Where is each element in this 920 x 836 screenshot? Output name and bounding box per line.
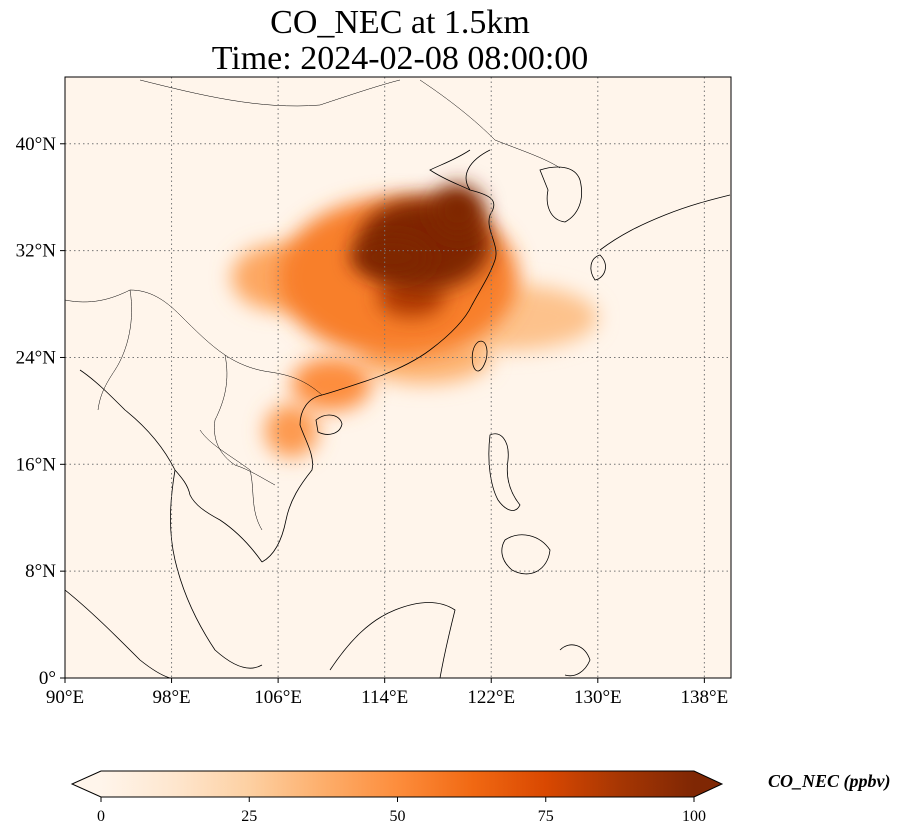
coastline-sumatra xyxy=(65,589,171,678)
co-plume xyxy=(291,357,372,411)
concentration-field xyxy=(231,183,598,458)
border-inland xyxy=(97,289,132,411)
colorbar-tick-label: 25 xyxy=(241,808,257,825)
lon-tick-label: 106°E xyxy=(254,687,302,708)
coastline-china-east xyxy=(321,149,497,396)
lon-tick-label: 130°E xyxy=(574,687,622,708)
coastline-sulawesi xyxy=(559,644,591,677)
co-plume xyxy=(264,404,319,458)
lat-tick-label: 40°N xyxy=(16,134,57,155)
colorbar-label: CO_NEC (ppbv) xyxy=(768,771,891,792)
coastline-malay xyxy=(170,469,263,669)
border-inland xyxy=(65,289,323,396)
gridlines xyxy=(65,77,731,678)
coastline-taiwan xyxy=(471,340,488,372)
border-inland xyxy=(199,429,263,531)
coastline-vietnam xyxy=(261,394,323,563)
coastline-mindanao xyxy=(501,534,551,575)
lon-tick-label: 90°E xyxy=(46,687,84,708)
axis-ticks: 90°E 98°E 106°E 114°E 122°E 130°E 138°E 0° 8°N 16… xyxy=(16,134,729,708)
map-title-line2: Time: 2024-02-08 08:00:00 xyxy=(211,40,589,77)
colorbar-extend-min xyxy=(72,771,101,797)
border-inland xyxy=(419,79,561,169)
co-plume xyxy=(351,237,432,278)
coastline-bohai xyxy=(429,149,471,191)
colorbar-tick-label: 100 xyxy=(682,808,706,825)
lat-tick-label: 16°N xyxy=(16,454,57,475)
lat-tick-label: 24°N xyxy=(16,347,57,368)
coastline-luzon xyxy=(488,433,521,511)
coastlines xyxy=(65,79,731,678)
lat-tick-label: 8°N xyxy=(25,561,56,582)
colorbar-tick-label: 50 xyxy=(390,808,406,825)
lon-tick-label: 122°E xyxy=(467,687,515,708)
lon-tick-label: 138°E xyxy=(681,687,729,708)
colorbar: 0 25 50 75 100 CO_NEC (ppbv) xyxy=(70,770,891,825)
coastline-korea xyxy=(539,166,582,223)
colorbar-gradient xyxy=(101,771,694,797)
lat-tick-label: 0° xyxy=(39,668,56,689)
colorbar-ticks: 0 25 50 75 100 xyxy=(97,797,706,825)
coastline-gulf-thailand xyxy=(174,469,263,563)
map-frame xyxy=(64,76,732,679)
coastline-kyushu xyxy=(590,254,606,281)
coastline-borneo xyxy=(329,602,456,678)
co-plume xyxy=(431,183,485,238)
lon-tick-label: 98°E xyxy=(152,687,190,708)
lon-tick-label: 114°E xyxy=(361,687,408,708)
colorbar-extend-max xyxy=(694,771,722,797)
coastline-japan xyxy=(599,194,731,251)
coastline-hainan xyxy=(315,414,343,435)
border-inland xyxy=(139,79,401,107)
colorbar-tick-label: 75 xyxy=(538,808,554,825)
coastline-myanmar xyxy=(79,369,176,471)
colorbar-tick-label: 0 xyxy=(97,808,105,825)
map-title-line1: CO_NEC at 1.5km xyxy=(270,4,530,41)
lat-tick-label: 32°N xyxy=(16,241,57,262)
border-inland xyxy=(214,354,276,486)
